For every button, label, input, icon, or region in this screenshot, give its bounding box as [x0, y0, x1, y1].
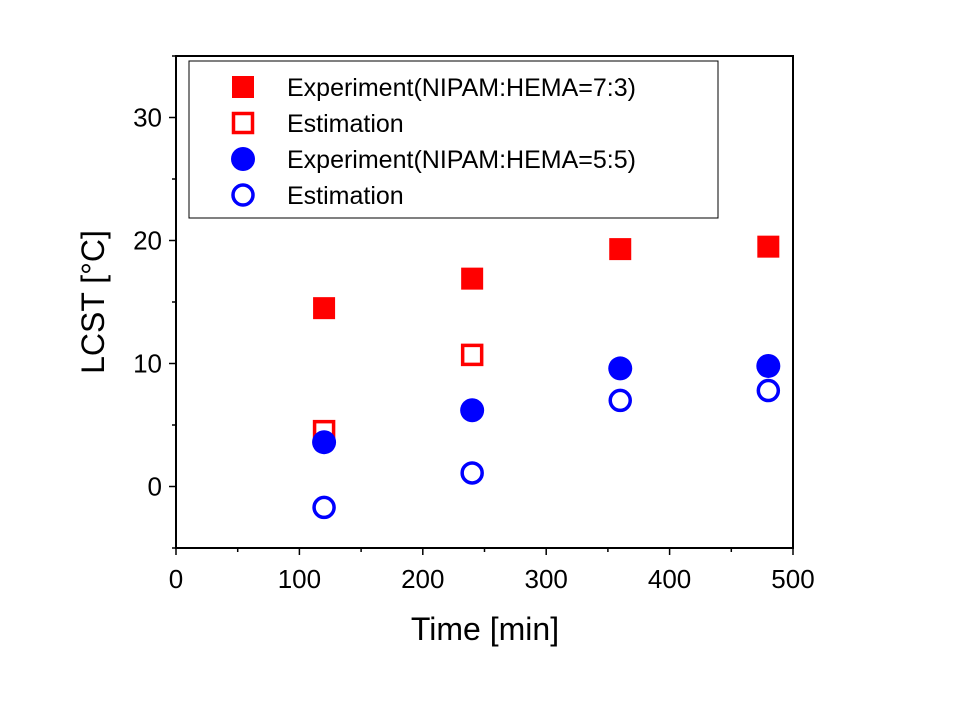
- y-tick-label: 0: [148, 472, 162, 502]
- legend-items: Experiment(NIPAM:HEMA=7:3) Estimation Expe…: [231, 74, 636, 210]
- data-point-series-1: [313, 297, 336, 320]
- legend-marker-1: [232, 76, 254, 98]
- legend-box: [188, 60, 719, 219]
- axis-tick-labels: 0 100 200 300 400 500 0 10 20 30: [133, 103, 815, 595]
- x-tick-label: 0: [169, 564, 183, 594]
- legend-marker-2: [231, 111, 255, 135]
- data-point-series-3: [312, 430, 337, 455]
- data-point-series-3: [460, 398, 485, 423]
- data-point-series-1: [609, 238, 632, 261]
- legend-label-1: Experiment(NIPAM:HEMA=7:3): [287, 74, 636, 102]
- data-point-series-1: [461, 267, 484, 290]
- data-point-series-3: [608, 356, 633, 381]
- x-tick-label: 100: [278, 564, 321, 594]
- y-tick-label: 10: [133, 349, 162, 379]
- data-point-series-4: [312, 495, 336, 520]
- x-tick-label: 500: [771, 564, 814, 594]
- legend-marker-3: [231, 147, 255, 171]
- y-axis-title: LCST [°C]: [75, 230, 111, 374]
- legend: Experiment(NIPAM:HEMA=7:3) Estimation Expe…: [188, 60, 719, 219]
- data-point-series-4: [608, 388, 632, 413]
- y-tick-label: 30: [133, 103, 162, 133]
- axis-ticks: [169, 55, 794, 555]
- legend-label-2: Estimation: [287, 110, 404, 138]
- data-point-series-4: [460, 461, 484, 485]
- legend-label-3: Experiment(NIPAM:HEMA=5:5): [287, 146, 636, 174]
- legend-marker-4: [231, 183, 255, 207]
- data-markers: [312, 235, 781, 520]
- data-point-series-1: [757, 235, 780, 258]
- data-point-series-2: [460, 343, 484, 367]
- x-tick-label: 200: [401, 564, 444, 594]
- legend-label-4: Estimation: [287, 182, 404, 210]
- y-tick-label: 20: [133, 226, 162, 256]
- x-axis-title: Time [min]: [411, 611, 559, 647]
- x-tick-label: 300: [525, 564, 568, 594]
- data-point-series-4: [756, 378, 781, 403]
- x-tick-label: 400: [648, 564, 691, 594]
- data-point-series-3: [756, 353, 781, 378]
